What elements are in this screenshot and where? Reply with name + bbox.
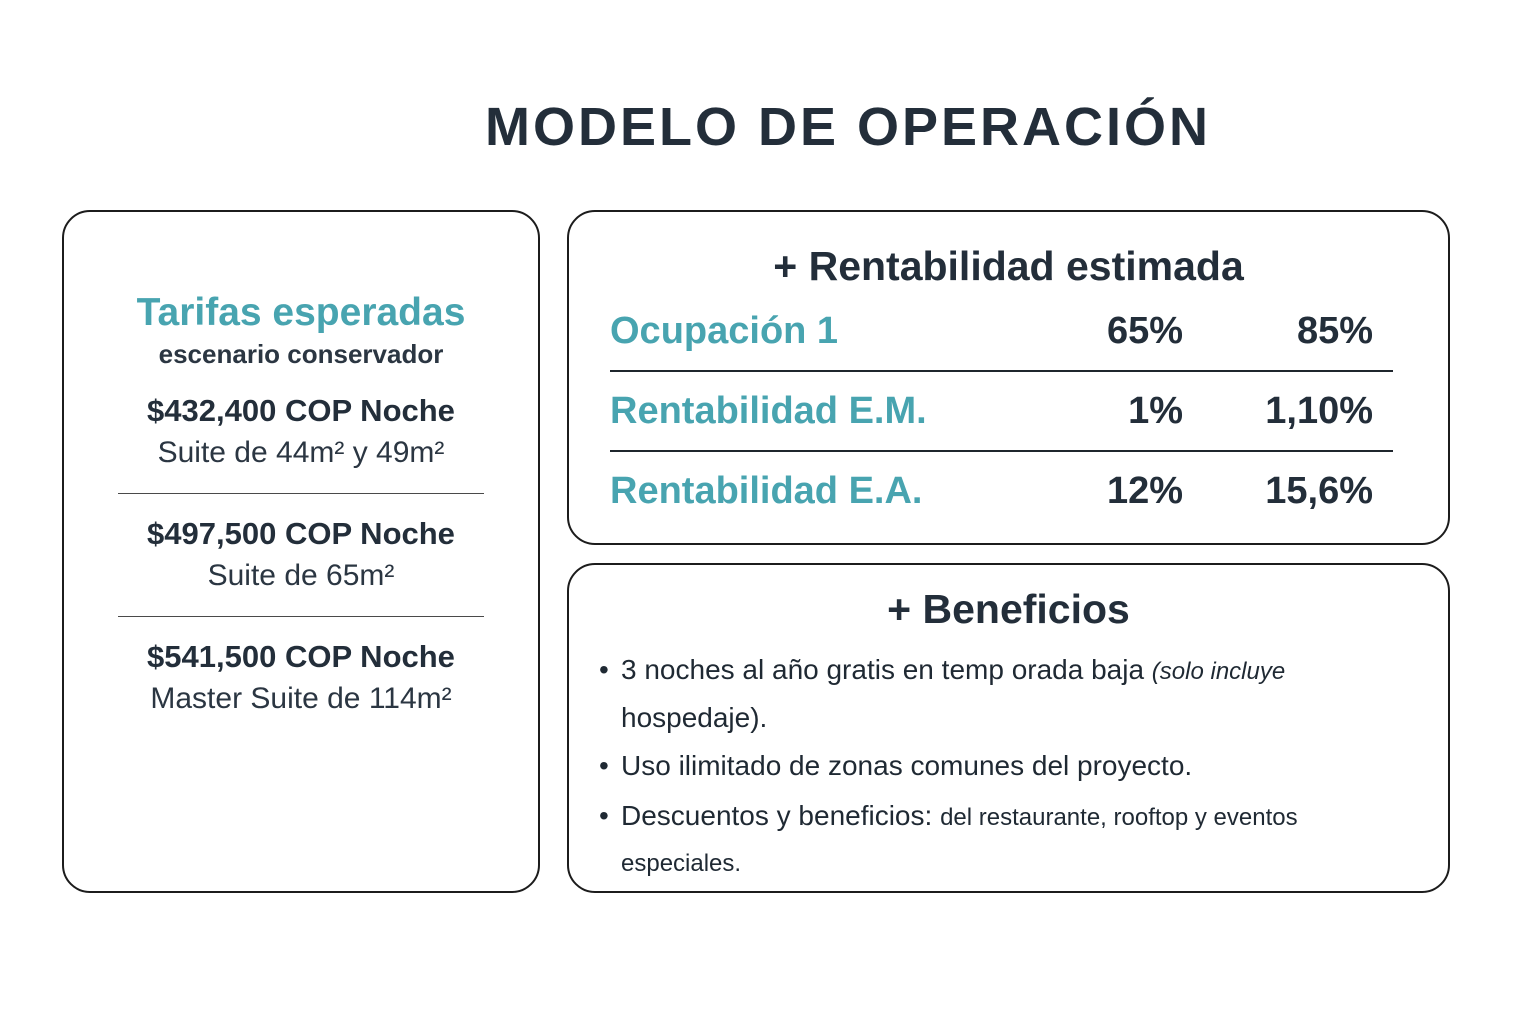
benefit-note: del restaurante, rooftop y eventos: [940, 804, 1298, 831]
tarifas-card: Tarifas esperadas escenario conservador …: [62, 210, 540, 893]
benefit-continuation: especiales.: [621, 850, 742, 877]
benefit-text: 3 noches al año gratis en temp orada baj…: [621, 647, 1285, 741]
benefit-main: Descuentos y beneficios:: [621, 800, 941, 831]
row-label: Rentabilidad E.A.: [610, 469, 923, 512]
tarifa-item: $541,500 COP Noche Master Suite de 114m²: [64, 636, 538, 720]
tarifas-subheading: escenario conservador: [158, 339, 444, 369]
benefit-main: 3 noches al año gratis en temp orada baj…: [621, 654, 1152, 685]
bullet-icon: •: [599, 800, 609, 831]
bullet-icon: •: [599, 750, 609, 781]
benefit-text: Descuentos y beneficios: del restaurante…: [621, 793, 1298, 887]
benefit-main: Uso ilimitado de zonas comunes del proye…: [621, 750, 1193, 781]
beneficios-list: • 3 noches al año gratis en temp orada b…: [599, 647, 1424, 887]
tarifa-price: $541,500 COP Noche: [147, 639, 455, 674]
row-value-1: 65%: [1106, 309, 1183, 352]
tarifa-desc: Master Suite de 114m²: [150, 682, 452, 715]
row-label: Ocupación 1: [610, 309, 839, 352]
tarifa-item: $432,400 COP Noche Suite de 44m² y 49m²: [64, 390, 538, 474]
benefit-item: • 3 noches al año gratis en temp orada b…: [599, 647, 1424, 741]
row-value-2: 15,6%: [1265, 469, 1373, 512]
benefit-item: • Uso ilimitado de zonas comunes del pro…: [599, 743, 1424, 791]
tarifa-item: $497,500 COP Noche Suite de 65m²: [64, 513, 538, 597]
tarifa-price: $432,400 COP Noche: [147, 393, 455, 428]
row-value-2: 85%: [1296, 309, 1373, 352]
divider: [118, 493, 484, 494]
tarifas-heading: Tarifas esperadas: [136, 291, 466, 334]
tarifa-price: $497,500 COP Noche: [147, 516, 455, 551]
beneficios-card: + Beneficios • 3 noches al año gratis en…: [567, 563, 1450, 893]
table-row: Rentabilidad E.M. 1% 1,10%: [610, 372, 1393, 452]
page-title: MODELO DE OPERACIÓN: [484, 97, 1212, 157]
table-row: Ocupación 1 65% 85%: [610, 292, 1393, 372]
row-value-1: 1%: [1128, 389, 1183, 432]
rentabilidad-heading: + Rentabilidad estimada: [773, 243, 1244, 289]
divider: [118, 616, 484, 617]
tarifa-desc: Suite de 44m² y 49m²: [157, 436, 445, 469]
rentabilidad-table: Ocupación 1 65% 85% Rentabilidad E.M. 1%…: [610, 292, 1393, 530]
benefit-note: (solo incluye: [1151, 658, 1286, 685]
benefit-text: Uso ilimitado de zonas comunes del proye…: [621, 743, 1192, 791]
row-label: Rentabilidad E.M.: [610, 389, 927, 432]
rentabilidad-card: + Rentabilidad estimada Ocupación 1 65% …: [567, 210, 1450, 545]
tarifa-desc: Suite de 65m²: [207, 559, 395, 592]
row-value-1: 12%: [1106, 469, 1183, 512]
beneficios-heading: + Beneficios: [887, 586, 1130, 632]
table-row: Rentabilidad E.A. 12% 15,6%: [610, 452, 1393, 530]
benefit-continuation: hospedaje).: [621, 702, 768, 733]
row-value-2: 1,10%: [1265, 389, 1373, 432]
bullet-icon: •: [599, 654, 609, 685]
benefit-item: • Descuentos y beneficios: del restauran…: [599, 793, 1424, 887]
